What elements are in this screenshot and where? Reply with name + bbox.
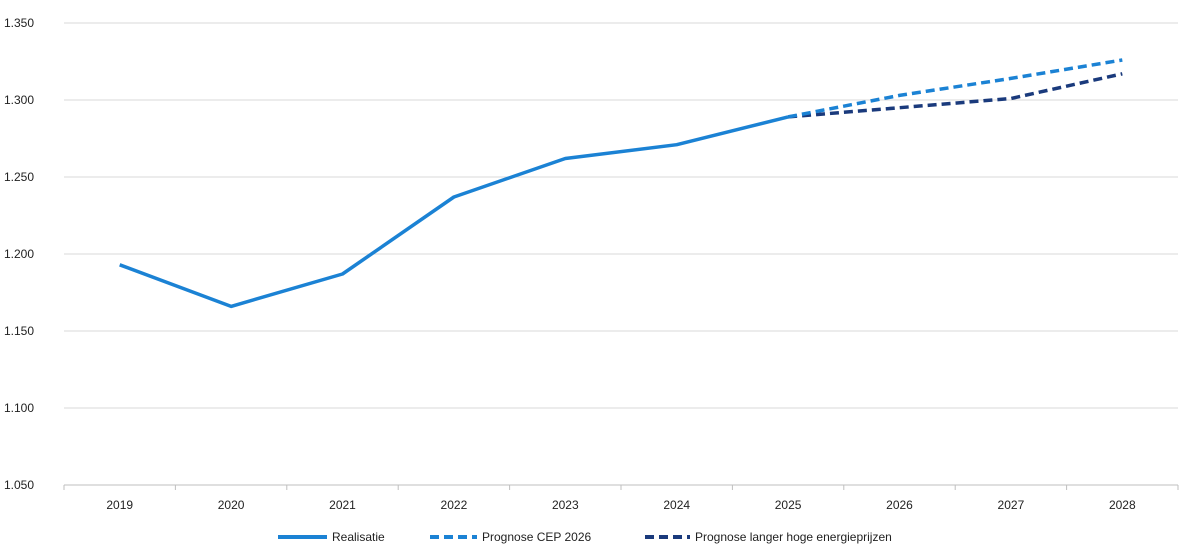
legend-label-2: Prognose langer hoge energieprijzen <box>695 530 892 544</box>
y-axis: 1.050 1.100 1.150 1.200 1.250 1.300 1.350 <box>4 16 34 492</box>
legend-label-1: Prognose CEP 2026 <box>482 530 592 544</box>
x-tick-label: 2025 <box>775 498 802 512</box>
legend-label-0: Realisatie <box>332 530 385 544</box>
series-lines <box>119 58 1123 309</box>
x-tick-label: 2024 <box>663 498 690 512</box>
x-tick-label: 2023 <box>552 498 579 512</box>
y-tick-label: 1.150 <box>4 324 34 338</box>
y-tick-label: 1.050 <box>4 478 34 492</box>
y-tick-label: 1.200 <box>4 247 34 261</box>
x-tick-label: 2021 <box>329 498 356 512</box>
x-tick-label: 2026 <box>886 498 913 512</box>
x-tick-label: 2022 <box>441 498 468 512</box>
x-tick-label: 2027 <box>998 498 1025 512</box>
series-line-1 <box>787 58 1123 119</box>
y-tick-label: 1.250 <box>4 170 34 184</box>
series-line-2 <box>787 72 1123 119</box>
gridlines <box>64 22 1178 409</box>
x-axis: 2019 2020 2021 2022 2023 2024 2025 2026 2027 2028 <box>63 484 1179 512</box>
series-line-0 <box>119 115 789 309</box>
x-tick-label: 2020 <box>218 498 245 512</box>
x-tick-label: 2028 <box>1109 498 1136 512</box>
x-tick-label: 2019 <box>106 498 133 512</box>
y-tick-label: 1.100 <box>4 401 34 415</box>
y-tick-label: 1.350 <box>4 16 34 30</box>
y-tick-label: 1.300 <box>4 93 34 107</box>
legend: Realisatie Prognose CEP 2026 Prognose lang… <box>278 530 892 544</box>
